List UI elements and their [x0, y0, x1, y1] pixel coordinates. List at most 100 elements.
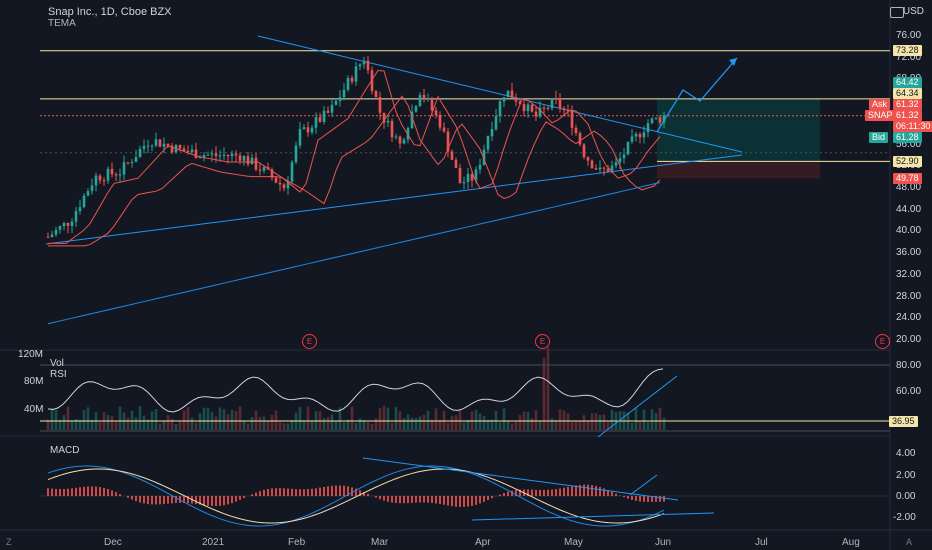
- price-tick-label: 76.00: [896, 30, 922, 41]
- volume-bar: [410, 417, 414, 430]
- macd-histogram-bar: [203, 496, 205, 506]
- pane-tick-label: 120M: [18, 349, 44, 360]
- ask-label: Ask: [869, 99, 891, 110]
- auto-scale-icon[interactable]: A: [906, 537, 913, 547]
- pane-tick-label: 0.00: [896, 491, 916, 502]
- volume-bar: [414, 418, 418, 430]
- price-tick-label: 72.00: [896, 51, 922, 63]
- macd-histogram-bar: [539, 489, 541, 496]
- volume-bar: [602, 414, 606, 430]
- pane-tick-label: 60.00: [896, 386, 922, 397]
- volume-bar: [54, 409, 58, 430]
- time-label-jul: Jul: [755, 537, 768, 548]
- candle-body: [278, 182, 282, 185]
- macd-histogram-bar: [231, 496, 233, 504]
- macd-histogram-bar: [115, 492, 117, 496]
- macd-histogram-bar: [559, 488, 561, 496]
- earnings-marker-3[interactable]: E: [875, 334, 890, 349]
- macd-histogram-bar: [75, 487, 77, 496]
- earnings-marker-2[interactable]: E: [535, 334, 550, 349]
- volume-bar: [170, 418, 174, 430]
- descending-trendline: [257, 35, 743, 153]
- candle-body: [94, 175, 98, 186]
- volume-bar: [334, 421, 338, 430]
- macd-histogram-bar: [423, 496, 425, 503]
- symbol-legend[interactable]: Snap Inc., 1D, Cboe BZX: [48, 6, 172, 18]
- macd-histogram-bar: [379, 496, 381, 500]
- volume-bar: [442, 410, 446, 430]
- candle-body: [578, 132, 582, 145]
- volume-bar: [86, 407, 90, 430]
- macd-histogram-bar: [307, 489, 309, 496]
- candle-body: [70, 221, 74, 226]
- candle-body: [282, 184, 286, 189]
- countdown-timer: 06:11:30: [893, 121, 932, 132]
- macd-histogram-bar: [431, 496, 433, 503]
- currency-label[interactable]: USD: [902, 6, 924, 17]
- volume-bar: [430, 419, 434, 430]
- camera-icon[interactable]: [890, 7, 904, 18]
- volume-bar: [82, 410, 86, 430]
- candle-body: [202, 155, 206, 158]
- volume-bar: [606, 421, 610, 430]
- candle-body: [106, 168, 110, 181]
- volume-bar: [362, 420, 366, 430]
- volume-bar: [242, 420, 246, 430]
- volume-bar: [342, 422, 346, 430]
- tema-slow-line: [47, 182, 661, 325]
- earnings-marker-1[interactable]: E: [302, 334, 317, 349]
- candle-body: [302, 127, 306, 130]
- timezone-icon[interactable]: Z: [6, 537, 12, 547]
- macd-histogram-bar: [91, 486, 93, 496]
- macd-histogram-bar: [87, 486, 89, 496]
- volume-bar: [266, 421, 270, 430]
- macd-histogram-bar: [623, 496, 625, 498]
- macd-histogram-bar: [215, 496, 217, 507]
- macd-histogram-bar: [59, 489, 61, 496]
- price-tick-label: 32.00: [896, 268, 922, 280]
- volume-bar: [142, 415, 146, 430]
- volume-bar: [466, 419, 470, 430]
- volume-bar: [226, 414, 230, 430]
- macd-histogram-bar: [411, 496, 413, 503]
- pane-tick-label: 80M: [24, 376, 44, 387]
- ask-value: 61.32: [893, 99, 922, 110]
- candle-body: [86, 191, 90, 196]
- candle-body: [166, 143, 170, 146]
- volume-bar: [478, 413, 482, 430]
- candle-body: [542, 107, 546, 109]
- indicator-legend[interactable]: TEMA: [48, 18, 76, 29]
- volume-bar: [506, 420, 510, 430]
- volume-bar: [322, 417, 326, 430]
- volume-bar: [490, 419, 494, 430]
- macd-histogram-bar: [267, 489, 269, 496]
- volume-bar: [70, 420, 74, 430]
- candle-body: [490, 129, 494, 137]
- candle-body: [534, 111, 538, 117]
- macd-histogram-bar: [175, 496, 177, 504]
- candle-body: [238, 155, 242, 161]
- volume-bar: [390, 422, 394, 430]
- candle-body: [62, 222, 66, 227]
- macd-histogram-bar: [131, 496, 133, 500]
- macd-histogram-bar: [387, 496, 389, 502]
- candle-body: [402, 139, 406, 144]
- candle-body: [74, 211, 78, 222]
- macd-trendline-upper: [362, 457, 679, 501]
- macd-histogram-bar: [587, 484, 589, 496]
- macd-histogram-bar: [375, 496, 377, 498]
- macd-histogram-bar: [631, 496, 633, 500]
- macd-histogram-bar: [239, 496, 241, 500]
- macd-histogram-bar: [47, 488, 49, 496]
- macd-signal-line: [47, 468, 665, 524]
- macd-histogram-bar: [415, 496, 417, 503]
- macd-histogram-bar: [139, 496, 141, 503]
- candle-body: [350, 78, 354, 82]
- macd-histogram-bar: [475, 496, 477, 505]
- macd-histogram-bar: [183, 496, 185, 503]
- volume-bar: [638, 421, 642, 430]
- candle-body: [130, 162, 134, 164]
- volume-bar: [154, 409, 158, 430]
- volume-bar: [330, 414, 334, 430]
